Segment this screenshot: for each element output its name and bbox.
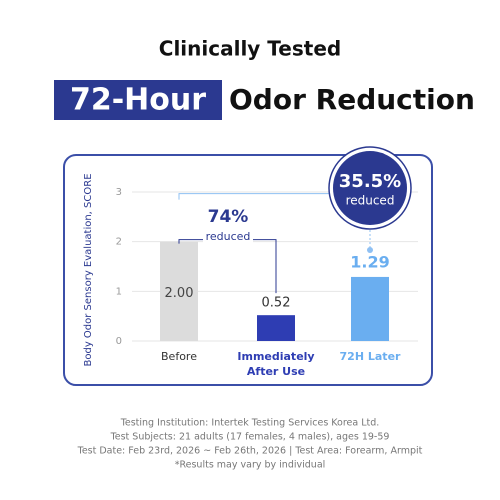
footer-note: Test Date: Feb 23rd, 2026 ~ Feb 26th, 20…: [77, 446, 423, 457]
y-tick-label: 3: [116, 187, 122, 198]
x-tick-label: Before: [161, 350, 197, 363]
value-label: 0.52: [262, 296, 291, 311]
footer-note: *Results may vary by individual: [175, 460, 326, 471]
annotation-sub: reduced: [206, 230, 251, 243]
footer-note: Testing Institution: Intertek Testing Se…: [120, 418, 380, 429]
footer-note: Test Subjects: 21 adults (17 females, 4 …: [110, 432, 390, 443]
value-label: 1.29: [350, 252, 389, 271]
bracket: [178, 193, 330, 200]
x-tick-label: 72H Later: [339, 350, 401, 363]
x-tick-label: Immediately After Use: [237, 350, 315, 378]
annotation-sub: reduced: [346, 194, 395, 208]
highlight-box: [54, 80, 222, 120]
annotation-bg: [203, 206, 253, 246]
bubble: [333, 151, 407, 225]
title: Clinically Tested: [159, 37, 341, 61]
title-highlight: 72-Hour: [70, 83, 206, 118]
y-axis-label: Body Odor Sensory Evaluation, SCORE: [83, 173, 94, 366]
y-tick-label: 2: [116, 237, 122, 248]
annotation: 35.5%: [339, 171, 401, 192]
bar: [257, 315, 295, 341]
title-rest: Odor Reduction: [229, 83, 475, 116]
y-tick-label: 1: [116, 286, 122, 297]
bar: [351, 276, 389, 341]
annotation: 74%: [208, 207, 249, 227]
bar: [160, 241, 198, 341]
value-label: 2.00: [165, 286, 194, 301]
y-tick-label: 0: [116, 336, 122, 347]
connector-dot: [367, 247, 373, 253]
